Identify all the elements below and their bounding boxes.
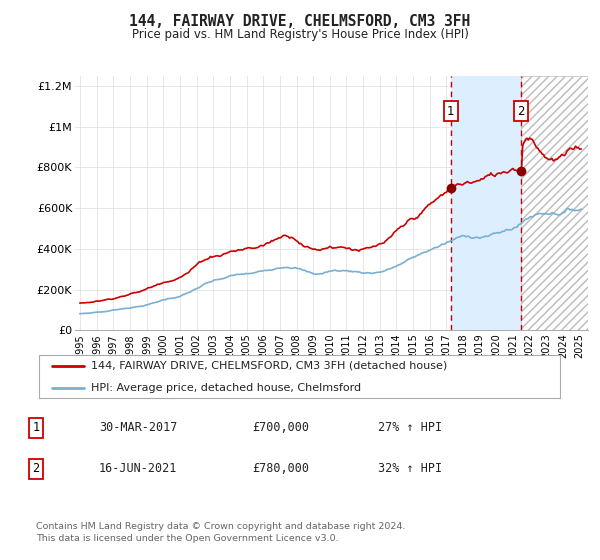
Text: 2: 2 <box>517 105 524 118</box>
Text: Price paid vs. HM Land Registry's House Price Index (HPI): Price paid vs. HM Land Registry's House … <box>131 28 469 41</box>
Text: 30-MAR-2017: 30-MAR-2017 <box>99 421 178 435</box>
Text: 27% ↑ HPI: 27% ↑ HPI <box>378 421 442 435</box>
Text: 144, FAIRWAY DRIVE, CHELMSFORD, CM3 3FH: 144, FAIRWAY DRIVE, CHELMSFORD, CM3 3FH <box>130 14 470 29</box>
FancyBboxPatch shape <box>38 354 560 399</box>
Bar <box>521 76 588 330</box>
Text: 16-JUN-2021: 16-JUN-2021 <box>99 462 178 475</box>
Text: 1: 1 <box>447 105 454 118</box>
Text: Contains HM Land Registry data © Crown copyright and database right 2024.
This d: Contains HM Land Registry data © Crown c… <box>36 522 406 543</box>
Text: 32% ↑ HPI: 32% ↑ HPI <box>378 462 442 475</box>
Text: 2: 2 <box>32 462 40 475</box>
Text: 1: 1 <box>32 421 40 435</box>
Text: £780,000: £780,000 <box>252 462 309 475</box>
Text: HPI: Average price, detached house, Chelmsford: HPI: Average price, detached house, Chel… <box>91 382 362 393</box>
Text: £700,000: £700,000 <box>252 421 309 435</box>
Bar <box>451 76 521 330</box>
Text: 144, FAIRWAY DRIVE, CHELMSFORD, CM3 3FH (detached house): 144, FAIRWAY DRIVE, CHELMSFORD, CM3 3FH … <box>91 361 448 371</box>
